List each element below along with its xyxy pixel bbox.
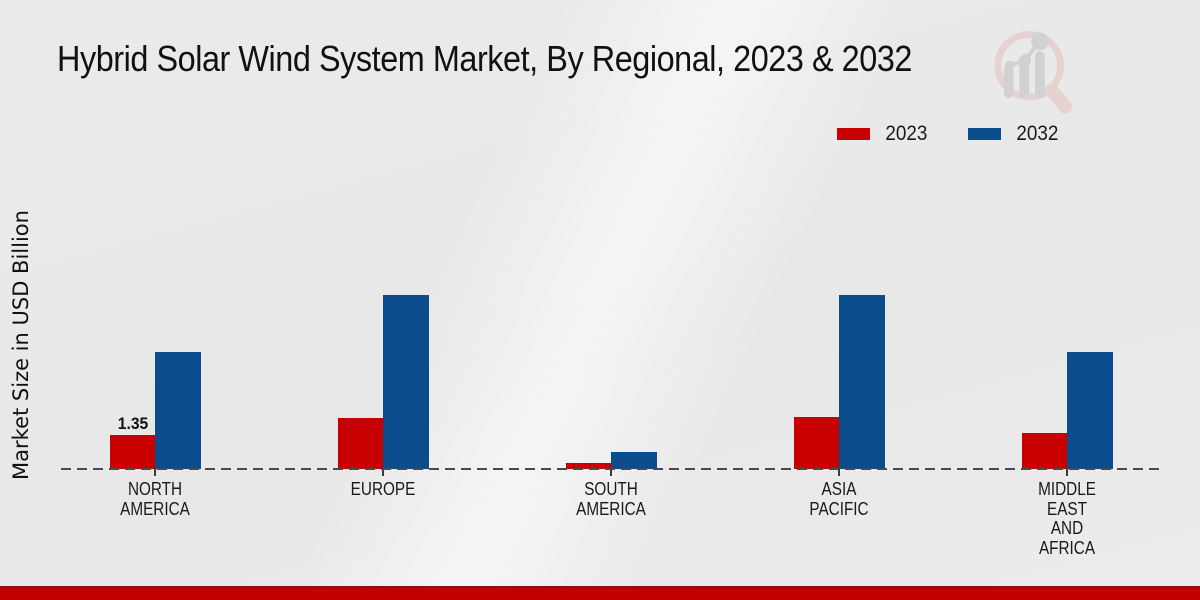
x-axis-tick xyxy=(610,468,612,476)
legend-label-2032: 2032 xyxy=(1016,122,1059,145)
legend-item-2023: 2023 xyxy=(837,122,930,146)
x-axis-category-label: SOUTH AMERICA xyxy=(576,479,646,519)
x-axis-category-label: NORTH AMERICA xyxy=(120,479,190,519)
chart-title: Hybrid Solar Wind System Market, By Regi… xyxy=(57,38,912,79)
x-axis-tick xyxy=(154,468,156,476)
legend-item-2032: 2032 xyxy=(967,122,1061,146)
x-axis-tick xyxy=(1066,468,1068,476)
bar-2032-region-2 xyxy=(611,452,657,469)
legend-label-2023: 2023 xyxy=(885,122,928,145)
bar-2032-region-1 xyxy=(383,295,429,469)
bar-2023-region-1 xyxy=(338,418,383,469)
legend: 2023 2032 xyxy=(837,122,1060,146)
bar-2023-region-4 xyxy=(1022,433,1067,469)
bar-2023-region-2 xyxy=(566,463,611,469)
x-axis-tick xyxy=(382,468,384,476)
footer-accent-bar xyxy=(0,586,1200,600)
magnifier-bar-chart-logo-icon xyxy=(994,30,1073,114)
legend-swatch-2032 xyxy=(967,128,1001,140)
bar-2032-region-0 xyxy=(155,352,201,469)
x-axis-category-label: EUROPE xyxy=(350,479,416,499)
x-axis-category-label: MIDDLE EAST AND AFRICA xyxy=(1038,479,1096,558)
bar-2032-region-4 xyxy=(1067,352,1113,469)
bar-2023-region-3 xyxy=(794,417,839,469)
bar-value-label: 1.35 xyxy=(117,414,148,433)
x-axis-tick xyxy=(838,468,840,476)
x-axis-category-label: ASIA PACIFIC xyxy=(809,479,869,519)
x-axis-baseline xyxy=(61,468,1161,470)
legend-swatch-2023 xyxy=(837,128,870,140)
bar-2032-region-3 xyxy=(839,295,885,469)
bar-2023-region-0 xyxy=(110,435,155,469)
